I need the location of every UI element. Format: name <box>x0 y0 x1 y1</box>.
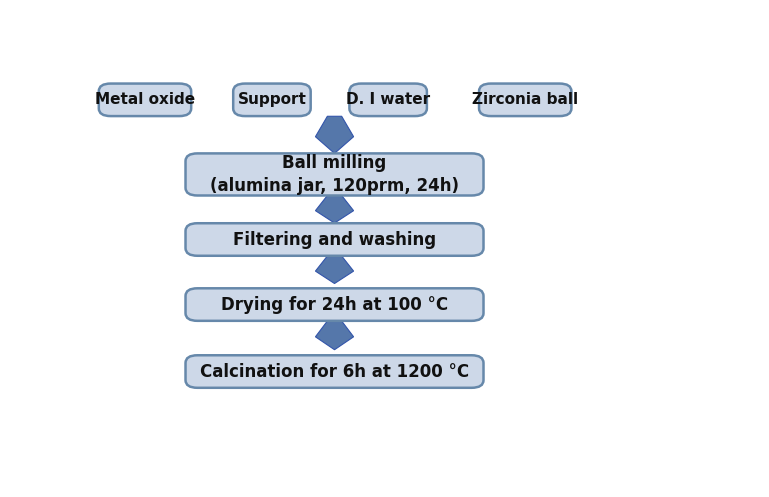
Text: Metal oxide: Metal oxide <box>95 92 195 107</box>
FancyBboxPatch shape <box>185 223 484 256</box>
Text: Ball milling
(alumina jar, 120prm, 24h): Ball milling (alumina jar, 120prm, 24h) <box>210 154 459 195</box>
Polygon shape <box>315 321 354 350</box>
FancyBboxPatch shape <box>349 83 427 116</box>
Text: D. I water: D. I water <box>346 92 430 107</box>
FancyBboxPatch shape <box>185 355 484 388</box>
Text: Support: Support <box>238 92 306 107</box>
Polygon shape <box>315 116 354 154</box>
FancyBboxPatch shape <box>185 288 484 321</box>
Polygon shape <box>315 256 354 283</box>
FancyBboxPatch shape <box>98 83 191 116</box>
Text: Drying for 24h at 100 °C: Drying for 24h at 100 °C <box>221 296 448 314</box>
Text: Filtering and washing: Filtering and washing <box>233 231 436 248</box>
Polygon shape <box>315 195 354 223</box>
FancyBboxPatch shape <box>233 83 311 116</box>
FancyBboxPatch shape <box>479 83 571 116</box>
FancyBboxPatch shape <box>185 154 484 195</box>
Text: Zirconia ball: Zirconia ball <box>472 92 578 107</box>
Text: Calcination for 6h at 1200 °C: Calcination for 6h at 1200 °C <box>200 362 469 381</box>
